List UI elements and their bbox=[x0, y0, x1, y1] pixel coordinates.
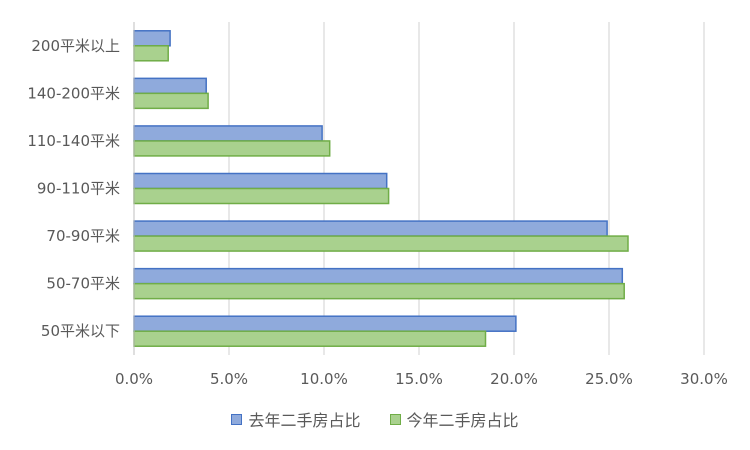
bar-last-year[interactable] bbox=[133, 172, 388, 190]
bars bbox=[133, 30, 629, 347]
bar-this-year[interactable] bbox=[133, 187, 390, 205]
legend-item-last-year[interactable]: 去年二手房占比 bbox=[231, 407, 360, 431]
category-label: 90-110平米 bbox=[37, 180, 120, 198]
legend: 去年二手房占比 今年二手房占比 bbox=[0, 407, 750, 431]
category-label: 110-140平米 bbox=[27, 132, 120, 150]
legend-label-last-year: 去年二手房占比 bbox=[248, 411, 361, 430]
bar-this-year[interactable] bbox=[133, 282, 625, 300]
category-label: 50平米以下 bbox=[41, 322, 120, 340]
bar-this-year[interactable] bbox=[133, 330, 487, 347]
bar-this-year[interactable] bbox=[133, 140, 331, 157]
category-label: 50-70平米 bbox=[46, 275, 120, 293]
x-tick-label: 5.0% bbox=[210, 370, 248, 388]
x-tick-label: 30.0% bbox=[680, 370, 728, 388]
x-tick-label: 25.0% bbox=[585, 370, 633, 388]
legend-swatch-this-year bbox=[389, 413, 401, 425]
bar-last-year[interactable] bbox=[133, 315, 517, 332]
bar-last-year[interactable] bbox=[133, 125, 323, 142]
gridlines bbox=[228, 22, 705, 355]
bar-last-year[interactable] bbox=[133, 77, 207, 95]
x-tick-label: 0.0% bbox=[115, 370, 153, 388]
x-axis-tick-labels: 0.0% 5.0% 10.0% 15.0% 20.0% 25.0% 30.0% bbox=[115, 370, 728, 388]
category-labels: 200平米以上 140-200平米 110-140平米 90-110平米 70-90平米… bbox=[27, 37, 120, 340]
bar-last-year[interactable] bbox=[133, 220, 608, 237]
bar-last-year[interactable] bbox=[133, 267, 624, 285]
x-tick-label: 10.0% bbox=[300, 370, 348, 388]
category-label: 70-90平米 bbox=[46, 227, 120, 245]
legend-swatch-last-year bbox=[231, 413, 243, 425]
category-label: 140-200平米 bbox=[27, 84, 120, 102]
legend-label-this-year: 今年二手房占比 bbox=[406, 411, 519, 430]
x-tick-label: 20.0% bbox=[490, 370, 538, 388]
bar-this-year[interactable] bbox=[133, 235, 629, 252]
legend-item-this-year[interactable]: 今年二手房占比 bbox=[389, 407, 519, 431]
bar-this-year[interactable] bbox=[133, 92, 209, 110]
bar-last-year[interactable] bbox=[133, 30, 171, 47]
category-label: 200平米以上 bbox=[31, 37, 120, 55]
x-tick-label: 15.0% bbox=[395, 370, 443, 388]
bar-this-year[interactable] bbox=[133, 45, 169, 62]
